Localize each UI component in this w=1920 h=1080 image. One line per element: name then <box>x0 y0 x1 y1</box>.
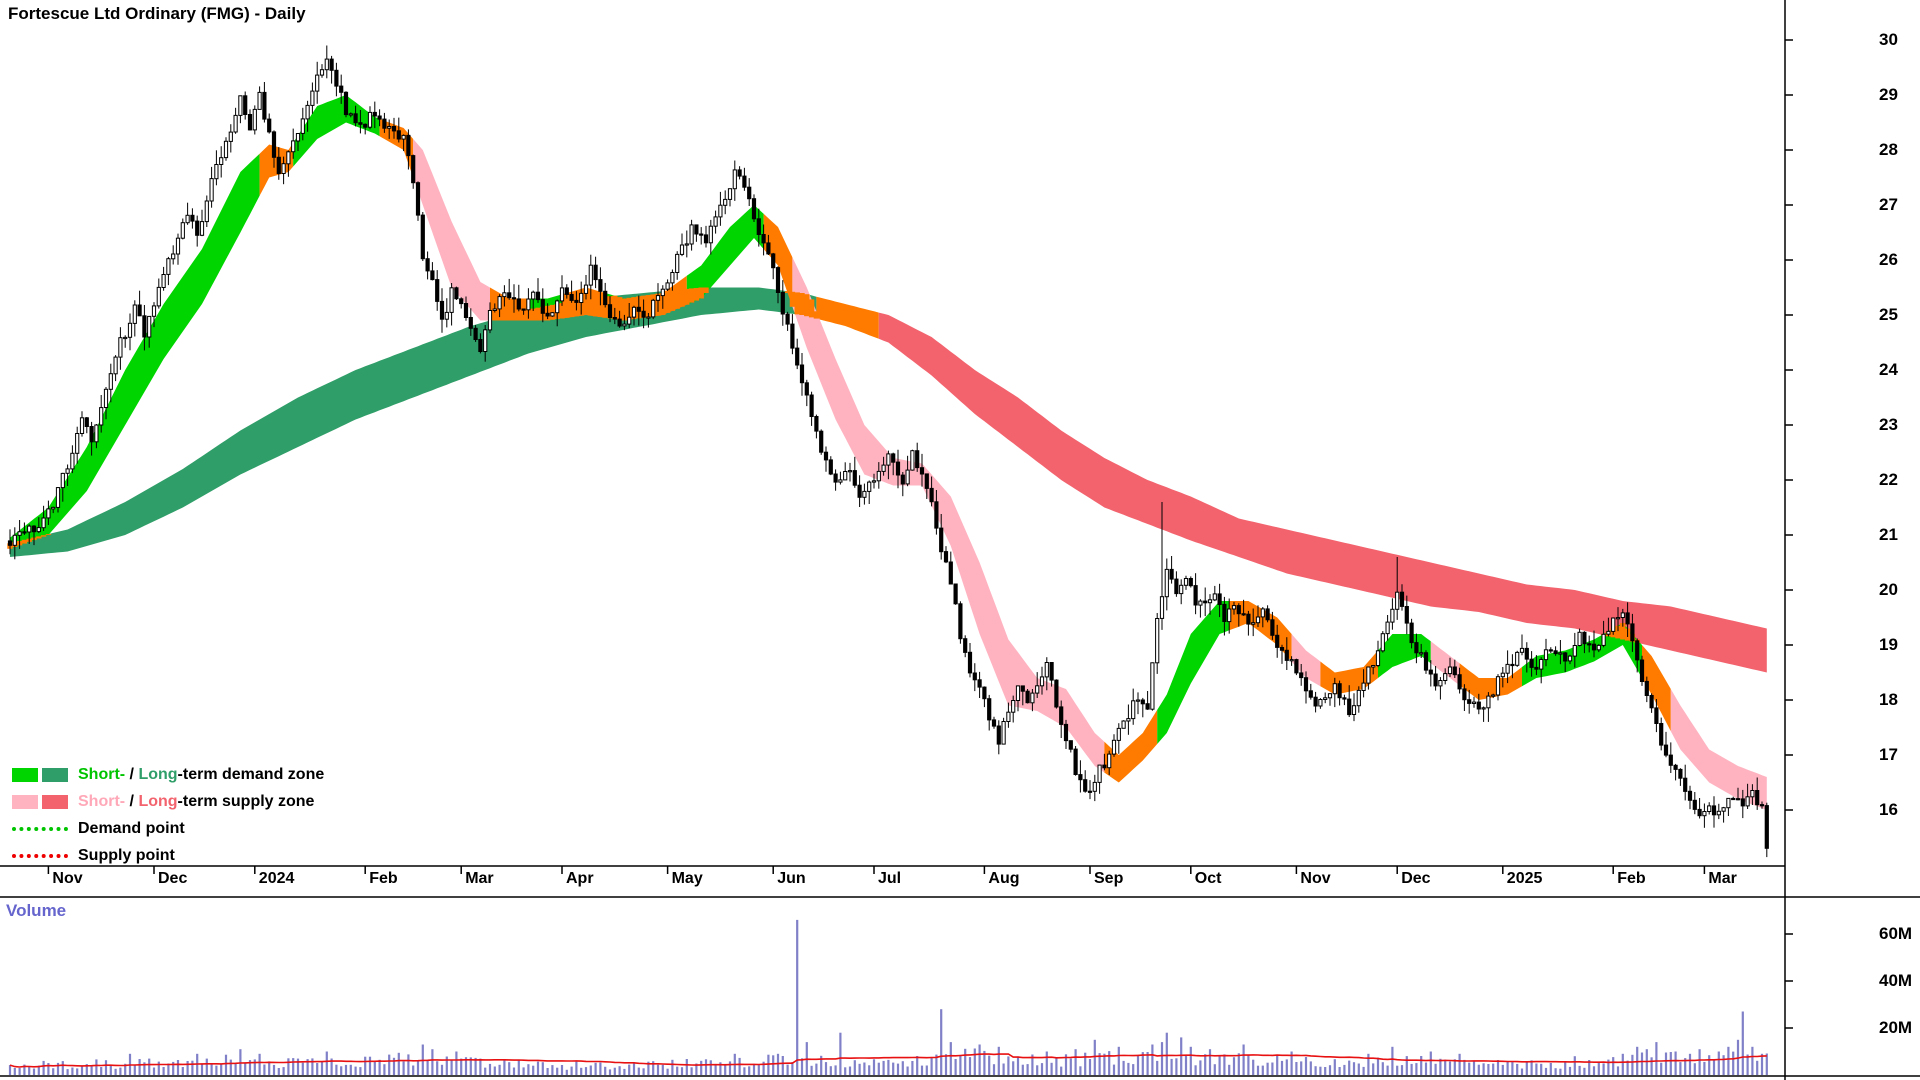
x-axis-label: Jun <box>777 870 806 887</box>
long-zone-swatch <box>42 794 68 809</box>
legend-label: Supply point <box>78 846 175 864</box>
short-zone-swatch <box>12 767 38 782</box>
x-axis-label: Apr <box>566 870 594 887</box>
x-axis-label: Sep <box>1094 870 1124 887</box>
x-axis-label: 2025 <box>1506 870 1543 887</box>
x-axis-label: Dec <box>1401 870 1431 887</box>
supply-point-line <box>12 853 68 858</box>
x-axis-label: Oct <box>1194 870 1222 887</box>
x-axis-label: Mar <box>1708 870 1737 887</box>
price-axis-label: 26 <box>1879 250 1898 269</box>
volume-pane-label: Volume <box>6 901 67 920</box>
x-axis-label: Mar <box>465 870 494 887</box>
price-axis-label: 19 <box>1879 635 1898 654</box>
volume-axis-label: 40M <box>1879 971 1913 990</box>
price-axis-label: 28 <box>1879 140 1898 159</box>
legend-label: Short- / Long-term supply zone <box>78 792 315 810</box>
demand-point-line <box>12 826 68 831</box>
legend-row: Supply point <box>12 842 324 869</box>
price-axis-label: 20 <box>1879 580 1898 599</box>
long-zone-swatch <box>42 767 68 782</box>
volume-axis-label: 20M <box>1879 1018 1913 1037</box>
price-axis-label: 27 <box>1879 195 1898 214</box>
x-axis-label: Dec <box>158 870 188 887</box>
x-axis-label: Nov <box>1300 870 1331 887</box>
x-axis-label: Feb <box>369 870 398 887</box>
x-axis-label: Aug <box>988 870 1020 887</box>
x-axis-label: Jul <box>878 870 902 887</box>
legend-row: Demand point <box>12 815 324 842</box>
legend-label: Short- / Long-term demand zone <box>78 765 325 783</box>
price-axis-label: 16 <box>1879 800 1898 819</box>
legend-label: Demand point <box>78 819 185 837</box>
legend-row: Short- / Long-term demand zone <box>12 761 324 788</box>
x-axis-label: Nov <box>52 870 83 887</box>
x-axis-label: Feb <box>1617 870 1646 887</box>
legend-row: Short- / Long-term supply zone <box>12 788 324 815</box>
legend: Short- / Long-term demand zone Short- / L… <box>12 761 324 869</box>
price-axis-label: 22 <box>1879 470 1898 489</box>
chart-title: Fortescue Ltd Ordinary (FMG) - Daily <box>8 4 306 23</box>
price-axis-label: 25 <box>1879 305 1898 324</box>
price-axis-label: 29 <box>1879 85 1898 104</box>
x-axis-label: 2024 <box>258 870 295 887</box>
price-axis-label: 18 <box>1879 690 1898 709</box>
x-axis-label: May <box>671 870 703 887</box>
price-axis-label: 21 <box>1879 525 1898 544</box>
short-zone-swatch <box>12 794 38 809</box>
price-axis-label: 23 <box>1879 415 1898 434</box>
volume-axis-label: 60M <box>1879 924 1913 943</box>
price-axis-label: 24 <box>1879 360 1898 379</box>
price-axis-label: 17 <box>1879 745 1898 764</box>
price-axis-label: 30 <box>1879 30 1898 49</box>
